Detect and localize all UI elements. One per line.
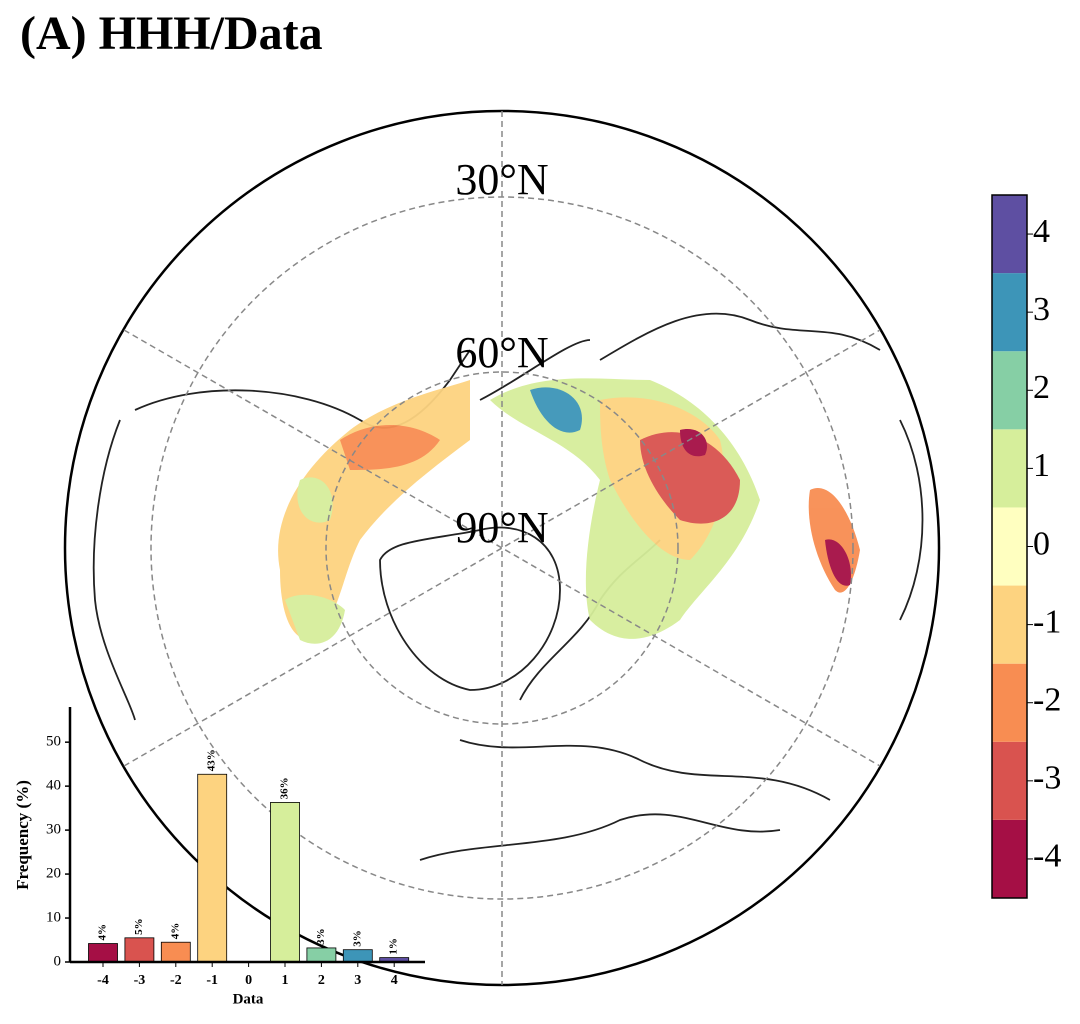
- y-tick-label: 40: [46, 778, 61, 794]
- coastlines: [92, 312, 924, 861]
- bar: [160, 941, 191, 963]
- value-label: 3%: [315, 928, 327, 945]
- colorbar-bin: [992, 273, 1027, 352]
- polar-map: 30°N 60°N 90°N: [63, 109, 941, 987]
- bar: [342, 949, 373, 963]
- lat-circle: [325, 371, 679, 725]
- colorbar-tick-label: 3: [1033, 291, 1050, 328]
- x-tick-label: 4: [391, 973, 398, 988]
- graticule: [123, 111, 881, 985]
- value-label: 5%: [133, 918, 145, 935]
- colorbar-bin: [992, 585, 1027, 664]
- value-label: 43%: [206, 749, 218, 771]
- figure-title: (A) HHH/Data: [20, 7, 323, 60]
- colorbar-tick-label: -1: [1033, 603, 1061, 640]
- y-tick-label: 10: [46, 909, 61, 925]
- colorbar-bin: [992, 351, 1027, 430]
- meridian: [123, 329, 881, 767]
- x-tick-label: -2: [170, 973, 182, 988]
- x-tick-label: 3: [354, 973, 361, 988]
- x-tick-label: -4: [97, 973, 109, 988]
- value-label: 1%: [388, 938, 400, 955]
- y-tick-label: 50: [46, 734, 61, 750]
- colorbar-bin: [992, 429, 1027, 508]
- bar: [124, 937, 155, 963]
- y-tick-label: 20: [46, 866, 61, 882]
- value-label: 36%: [279, 777, 291, 799]
- value-label: 4%: [169, 923, 181, 940]
- colorbar-tick-label: -4: [1033, 838, 1061, 875]
- colorbar-bin: [992, 507, 1027, 586]
- lat-label: 60°N: [455, 328, 548, 377]
- colorbar-tick-label: -2: [1033, 682, 1061, 719]
- colorbar-frame: [991, 194, 1028, 899]
- x-tick-label: 2: [318, 973, 325, 988]
- colorbar-bin: [992, 195, 1027, 274]
- lat-label: 30°N: [455, 155, 548, 204]
- data-field: [278, 378, 860, 644]
- x-axis-title: Data: [233, 991, 264, 1007]
- y-tick-label: 0: [54, 953, 62, 969]
- value-label: 4%: [97, 924, 109, 941]
- y-tick-label: 30: [46, 822, 61, 838]
- x-tick-label: -1: [206, 973, 218, 988]
- bar: [270, 802, 300, 963]
- colorbar-tick-label: 4: [1033, 213, 1050, 250]
- y-axis-title: Frequency (%): [13, 780, 32, 890]
- value-label: 3%: [351, 930, 363, 947]
- colorbar-bin: [992, 663, 1027, 742]
- bar: [88, 943, 118, 963]
- x-tick-label: 1: [282, 973, 289, 988]
- lat-label: 90°N: [455, 503, 548, 552]
- colorbar-tick-label: 0: [1033, 525, 1050, 562]
- colorbar-bin: [992, 741, 1027, 820]
- x-tick-label: 0: [245, 973, 252, 988]
- meridian: [123, 329, 881, 767]
- colorbar-tick-label: 2: [1033, 369, 1050, 406]
- colorbar-tick-label: -3: [1033, 760, 1061, 797]
- colorbar-bin: [992, 819, 1027, 898]
- bar: [306, 947, 337, 963]
- colorbar-tick-label: 1: [1033, 447, 1050, 484]
- x-tick-label: -3: [134, 973, 146, 988]
- bar: [197, 773, 228, 963]
